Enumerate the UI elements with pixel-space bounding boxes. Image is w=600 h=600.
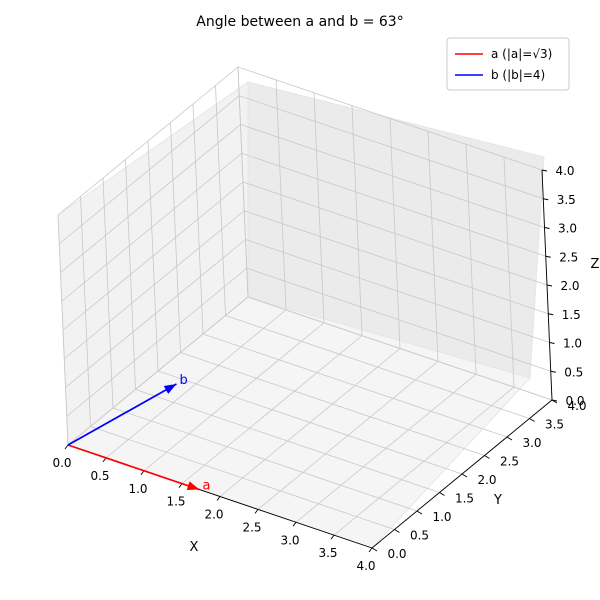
grid-line [215, 85, 226, 316]
grid-line [202, 333, 508, 438]
z-tick [543, 198, 549, 201]
z-axis-label: Z [591, 257, 600, 272]
vectors: ab [67, 373, 210, 494]
z-tick-label: 3.0 [558, 222, 577, 236]
vector-b-arrowhead [163, 384, 177, 394]
x-tick-label: 1.0 [128, 482, 147, 496]
x-tick-label: 4.0 [356, 559, 375, 573]
x-tick [368, 547, 373, 553]
y-tick [551, 399, 558, 404]
grid-line [239, 95, 544, 200]
z-tick-label: 1.0 [563, 337, 582, 351]
x-tick [292, 521, 297, 527]
grid-line [247, 296, 553, 401]
y-tick-label: 0.0 [387, 547, 406, 561]
vector-b-line [67, 383, 177, 446]
grid-line [242, 181, 548, 286]
z-tick [541, 169, 548, 172]
grid-line [427, 131, 439, 362]
grid-line [192, 103, 204, 335]
x-axis-label: X [190, 540, 199, 555]
grid-line [57, 66, 239, 216]
z-tick-label: 2.0 [560, 279, 579, 293]
grid-line [180, 352, 485, 456]
vector-b-label: b [179, 373, 187, 388]
grid-line [61, 152, 243, 302]
y-tick-label: 0.5 [410, 529, 429, 543]
y-tick-label: 1.0 [432, 510, 451, 524]
x-tick-label: 2.0 [204, 508, 223, 522]
z-tick [544, 227, 550, 229]
z-tick-label: 1.5 [562, 308, 581, 322]
y-tick [416, 510, 423, 515]
grid-line [225, 315, 530, 419]
grid-line [237, 66, 543, 171]
z-tick [548, 313, 554, 316]
y-tick [439, 492, 445, 496]
z-tick-label: 0.5 [564, 365, 583, 379]
grid-line [157, 370, 463, 475]
y-axis-label: Y [493, 493, 502, 508]
grid-line [237, 66, 249, 298]
x-tick [330, 534, 335, 540]
x-tick-label: 3.0 [280, 533, 299, 547]
z-tick-label: 4.0 [555, 164, 574, 178]
grid-line [58, 95, 240, 245]
x-tick [216, 496, 221, 501]
grid-lines [57, 66, 553, 549]
grid-line [257, 361, 439, 510]
z-tick-label: 2.5 [559, 250, 578, 264]
z-tick [549, 342, 555, 344]
y-tick [394, 529, 400, 533]
x-tick-label: 0.5 [90, 469, 109, 483]
x-tick-label: 3.5 [318, 546, 337, 560]
grid-line [333, 386, 515, 536]
grid-line [62, 181, 244, 331]
grid-line [295, 373, 477, 523]
y-tick-label: 3.5 [545, 418, 564, 432]
vector-a-line [67, 444, 200, 491]
x-tick-label: 2.5 [242, 520, 261, 534]
y-tick [461, 473, 468, 478]
z-tick [546, 284, 553, 287]
y-tick [506, 436, 513, 441]
grid-line [465, 144, 477, 375]
y-tick-label: 3.0 [522, 436, 541, 450]
grid-line [241, 152, 546, 257]
grid-line [240, 124, 545, 228]
legend-box [446, 37, 570, 91]
z-tick [550, 370, 556, 373]
chart-title: Angle between a and b = 63° [196, 14, 403, 30]
z-tick-label: 0.0 [565, 394, 584, 408]
y-tick-label: 2.0 [477, 473, 496, 487]
x-tick-label: 1.5 [166, 495, 185, 509]
y-tick [484, 455, 490, 459]
grid-line [503, 157, 515, 388]
legend-label-a: a (|a|=√3) [491, 47, 552, 61]
x-tick-label: 0.0 [52, 456, 71, 470]
grid-line [170, 122, 181, 353]
vector-a-label: a [202, 479, 210, 494]
z-tick-label: 3.5 [557, 193, 576, 207]
y-tick [371, 547, 378, 552]
z-tick [545, 255, 551, 258]
y-tick-label: 1.5 [455, 492, 474, 506]
tick-labels: 0.00.00.00.50.50.51.01.01.01.5 1.51.52.02… [52, 164, 586, 573]
y-tick [529, 418, 535, 422]
x-tick [254, 509, 259, 514]
y-tick-label: 2.5 [500, 455, 519, 469]
vector-a-arrowhead [186, 481, 200, 490]
grid-line [60, 124, 241, 273]
legend: a (|a|=√3) b (|b|=4) [446, 37, 570, 91]
legend-label-b: b (|b|=4) [491, 68, 545, 82]
x-tick [64, 444, 69, 450]
y-tick-label: 4.0 [567, 399, 586, 413]
